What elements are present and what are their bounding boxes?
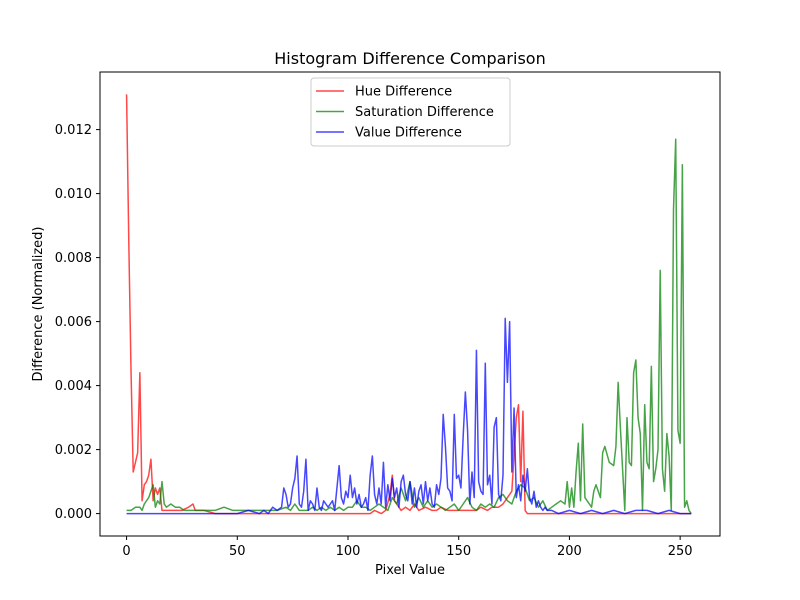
x-axis-label: Pixel Value — [375, 563, 445, 578]
legend-label-2: Value Difference — [355, 126, 462, 141]
series-line-2 — [126, 317, 692, 515]
x-tick-label: 100 — [336, 544, 361, 559]
x-axis-ticks: 0 50 100 150 200 250 — [122, 536, 693, 559]
legend-label-0: Hue Difference — [355, 85, 452, 100]
legend-label-1: Saturation Difference — [355, 105, 494, 120]
y-tick-label: 0.000 — [55, 507, 92, 522]
y-axis-ticks: 0.000 0.002 0.004 0.006 0.008 0.010 0.012 — [55, 123, 100, 522]
y-axis-label: Difference (Normalized) — [31, 226, 46, 381]
y-tick-label: 0.004 — [55, 379, 92, 394]
y-tick-label: 0.006 — [55, 315, 92, 330]
plot-frame — [99, 71, 721, 537]
x-tick-label: 0 — [122, 544, 130, 559]
legend: Hue Difference Saturation Difference Value… — [310, 77, 511, 147]
chart-title: Histogram Difference Comparison — [274, 49, 545, 68]
series-line-1 — [126, 138, 692, 515]
y-tick-label: 0.012 — [55, 123, 92, 138]
y-tick-label: 0.002 — [55, 443, 92, 458]
series-layer — [125, 94, 692, 515]
y-tick-label: 0.008 — [55, 251, 92, 266]
y-tick-label: 0.010 — [55, 187, 92, 202]
x-tick-label: 50 — [229, 544, 246, 559]
x-tick-label: 250 — [668, 544, 693, 559]
legend-box — [310, 77, 511, 147]
plot-area — [100, 72, 720, 536]
x-tick-label: 200 — [557, 544, 582, 559]
x-tick-label: 150 — [446, 544, 471, 559]
